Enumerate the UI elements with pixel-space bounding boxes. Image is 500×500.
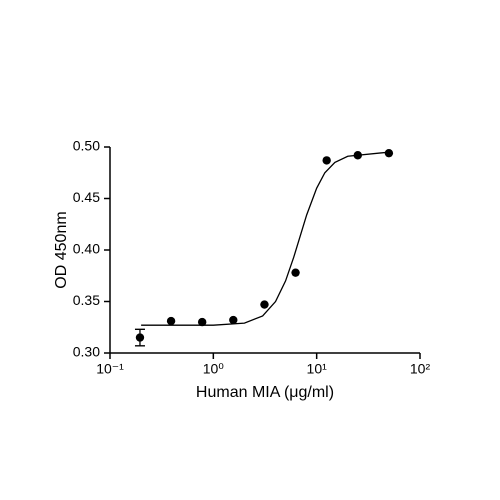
data-point (353, 151, 362, 160)
data-point (384, 148, 394, 158)
y-axis-label: OD 450nm (53, 211, 70, 288)
data-point (197, 317, 207, 327)
y-tick-label: 0.50 (73, 138, 100, 154)
y-tick-label: 0.45 (73, 189, 100, 205)
x-axis-label: Human MIA (μg/ml) (196, 384, 334, 401)
data-point (166, 316, 176, 326)
x-tick-label: 10¹ (307, 361, 328, 377)
x-tick-label: 10² (410, 361, 431, 377)
y-tick-label: 0.40 (73, 241, 100, 257)
data-point (229, 315, 238, 325)
data-point (322, 156, 331, 165)
fit-curve (141, 151, 389, 326)
data-point (260, 300, 269, 309)
x-tick-label: 10⁰ (203, 361, 225, 377)
data-point (291, 268, 300, 277)
x-tick-label: 10⁻¹ (96, 361, 124, 377)
data-point (135, 333, 145, 342)
y-tick-label: 0.30 (73, 344, 100, 360)
y-tick-label: 0.35 (73, 292, 100, 308)
